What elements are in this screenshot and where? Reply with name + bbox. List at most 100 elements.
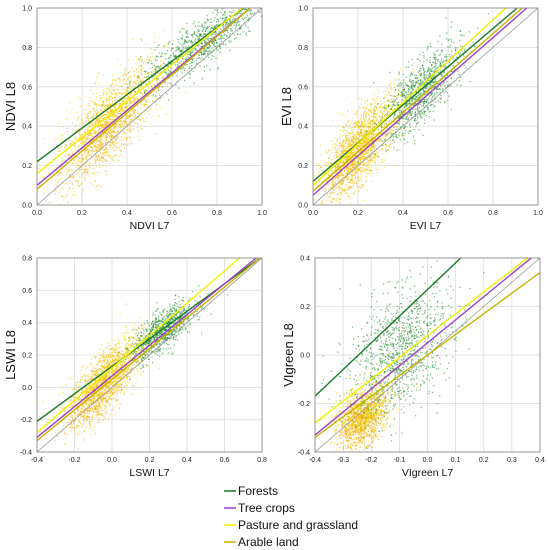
scatter-point — [138, 76, 140, 78]
scatter-point — [54, 139, 56, 141]
scatter-point — [348, 195, 350, 198]
scatter-point — [380, 133, 382, 135]
scatter-point — [189, 51, 191, 53]
scatter-point — [191, 41, 193, 43]
scatter-point — [101, 132, 103, 134]
scatter-point — [220, 38, 222, 40]
scatter-point — [201, 23, 203, 25]
scatter-point — [444, 67, 447, 69]
scatter-point — [353, 182, 355, 184]
scatter-point — [68, 154, 70, 156]
scatter-point — [231, 30, 233, 32]
scatter-point — [248, 19, 251, 21]
scatter-point — [370, 111, 372, 113]
scatter-point — [372, 156, 374, 158]
scatter-point — [126, 102, 128, 104]
scatter-point — [344, 190, 346, 192]
scatter-point — [332, 198, 334, 201]
scatter-point — [439, 101, 441, 103]
scatter-point — [79, 137, 81, 139]
scatter-point — [374, 123, 377, 126]
scatter-point — [363, 100, 366, 102]
scatter-point — [392, 95, 394, 97]
scatter-point — [371, 157, 373, 159]
scatter-point — [133, 86, 135, 88]
scatter-point — [171, 85, 173, 87]
scatter-point — [109, 109, 112, 111]
scatter-point — [114, 154, 116, 156]
scatter-point — [71, 107, 73, 110]
scatter-point — [126, 114, 128, 116]
scatter-point — [361, 158, 363, 161]
scatter-point — [110, 132, 113, 134]
scatter-point — [90, 154, 93, 156]
scatter-point — [145, 89, 147, 91]
scatter-point — [350, 133, 352, 135]
scatter-point — [91, 136, 93, 138]
scatter-point — [398, 132, 401, 134]
scatter-point — [383, 123, 385, 125]
scatter-point — [380, 121, 382, 123]
scatter-point — [258, 11, 260, 14]
scatter-point — [321, 201, 323, 203]
scatter-point — [396, 94, 399, 96]
scatter-point — [351, 178, 353, 181]
scatter-point — [352, 175, 354, 177]
scatter-point — [129, 81, 131, 83]
scatter-point — [79, 123, 81, 125]
scatter-point — [361, 128, 363, 130]
scatter-point — [328, 150, 330, 152]
scatter-point — [123, 147, 126, 149]
scatter-point — [117, 110, 119, 112]
scatter-point — [385, 149, 387, 151]
scatter-point — [103, 155, 105, 157]
scatter-point — [118, 142, 120, 144]
scatter-point — [345, 138, 348, 140]
scatter-point — [81, 122, 84, 124]
scatter-point — [345, 176, 347, 178]
scatter-point — [137, 118, 139, 121]
scatter-point — [177, 47, 179, 49]
scatter-point — [141, 59, 143, 61]
scatter-point — [185, 36, 187, 38]
scatter-point — [342, 161, 344, 163]
scatter-point — [332, 185, 334, 187]
scatter-point — [127, 78, 129, 80]
scatter-point — [104, 132, 106, 135]
scatter-point — [376, 168, 379, 171]
scatter-point — [146, 73, 148, 75]
scatter-point — [223, 34, 225, 36]
scatter-point — [128, 115, 130, 117]
scatter-point — [198, 44, 200, 46]
scatter-point — [71, 153, 73, 155]
scatter-point — [420, 117, 422, 119]
scatter-point — [382, 153, 385, 155]
scatter-point — [375, 123, 377, 125]
scatter-point — [372, 147, 375, 149]
scatter-point — [128, 121, 130, 123]
scatter-point — [185, 31, 187, 33]
scatter-point — [75, 156, 78, 159]
scatter-point — [111, 130, 114, 132]
scatter-point — [345, 157, 347, 160]
scatter-point — [94, 82, 96, 84]
scatter-point — [139, 139, 141, 141]
scatter-point — [338, 166, 340, 168]
scatter-point — [337, 155, 339, 158]
scatter-point — [73, 159, 75, 161]
scatter-point — [105, 128, 107, 130]
scatter-point — [372, 143, 375, 146]
scatter-point — [382, 114, 384, 116]
scatter-point — [73, 191, 75, 193]
scatter-point — [359, 154, 361, 156]
scatter-point — [419, 82, 421, 85]
scatter-point — [317, 165, 320, 167]
scatter-point — [375, 100, 377, 102]
scatter-point — [352, 173, 354, 176]
scatter-point — [211, 42, 213, 45]
scatter-point — [373, 93, 375, 95]
scatter-point — [125, 139, 127, 141]
scatter-point — [381, 112, 383, 114]
scatter-point — [154, 74, 157, 76]
scatter-point — [350, 140, 353, 142]
